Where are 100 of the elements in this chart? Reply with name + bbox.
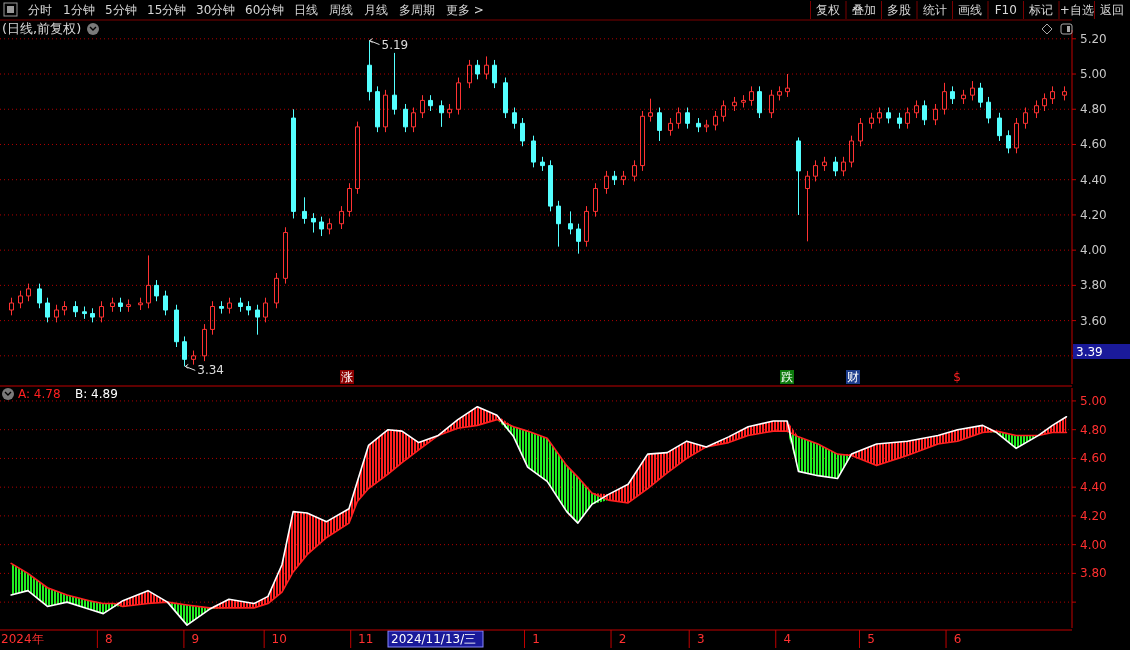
candlestick <box>612 170 617 186</box>
candlestick <box>90 307 95 323</box>
candlestick <box>997 112 1002 142</box>
candlestick <box>548 159 553 212</box>
candlestick <box>274 272 279 309</box>
candlestick <box>467 59 472 89</box>
candlestick <box>640 110 645 172</box>
text: 画线 <box>958 3 983 17</box>
candlestick <box>696 117 701 133</box>
candlestick <box>676 106 681 130</box>
candlestick <box>1006 129 1011 154</box>
x-tick-label: 6 <box>953 632 962 646</box>
candlestick <box>174 304 179 348</box>
y-tick-label: 3.80 <box>1080 566 1107 581</box>
text: 月线 <box>364 3 388 17</box>
candlestick <box>584 205 589 248</box>
candlestick <box>367 40 372 101</box>
candlestick <box>327 217 332 235</box>
candlestick <box>484 55 489 80</box>
candlestick <box>741 94 746 108</box>
candlestick <box>1023 106 1028 130</box>
candlestick <box>428 94 433 112</box>
candlestick <box>291 108 296 219</box>
text: 多股 <box>887 3 912 17</box>
candlestick <box>191 350 196 366</box>
candlestick <box>503 77 508 119</box>
candlestick <box>632 159 637 182</box>
candlestick <box>950 85 955 105</box>
text: B: 4.89 <box>75 387 118 401</box>
candlestick <box>73 300 78 318</box>
candlestick <box>263 297 268 323</box>
y-tick-label: 3.60 <box>1080 313 1107 328</box>
text: 返回 <box>1100 3 1125 17</box>
candlestick <box>420 94 425 119</box>
candlestick <box>970 80 975 101</box>
y-tick-label: 5.00 <box>1080 67 1107 82</box>
x-tick-label: 2 <box>618 632 627 646</box>
text: 15分钟 <box>147 3 187 17</box>
candlestick <box>1034 99 1039 119</box>
x-tick-label: 8 <box>105 632 113 646</box>
candlestick <box>18 290 23 309</box>
y-tick-label: 4.40 <box>1080 172 1107 187</box>
candlestick <box>347 182 352 218</box>
y-tick-label: 3.80 <box>1080 278 1107 293</box>
text: 叠加 <box>851 3 876 17</box>
candlestick <box>540 156 545 172</box>
candlestick <box>905 106 910 130</box>
candlestick <box>403 103 408 133</box>
candlestick <box>238 297 243 313</box>
x-tick-label: 4 <box>783 632 792 646</box>
candlestick <box>118 297 123 313</box>
candlestick <box>604 170 609 195</box>
candlestick <box>146 254 151 309</box>
candlestick <box>849 135 854 168</box>
candlestick <box>1062 85 1067 101</box>
candlestick <box>319 216 324 237</box>
text: 60分钟 <box>245 3 285 17</box>
text: 3.39 <box>1076 345 1103 359</box>
annotation: 5.19 <box>381 37 409 52</box>
y-tick-label: 4.80 <box>1080 102 1107 117</box>
text: F10 <box>994 3 1017 17</box>
candlestick <box>749 85 754 107</box>
candlestick <box>339 205 344 230</box>
candlestick <box>593 182 598 218</box>
x-tick-label: 1 <box>532 632 540 646</box>
candlestick <box>375 85 380 133</box>
x-tick-label: 2024年 <box>1 632 44 646</box>
x-tick-label: 5 <box>867 632 875 646</box>
candlestick <box>1014 117 1019 154</box>
annotation: $ <box>953 370 961 384</box>
candlestick <box>355 121 360 195</box>
candlestick <box>685 106 690 130</box>
x-tick-label: 3 <box>696 632 705 646</box>
candlestick <box>383 89 388 133</box>
candlestick <box>447 103 452 119</box>
candlestick <box>475 59 480 80</box>
candlestick <box>163 290 168 316</box>
y-tick-label: 4.00 <box>1080 243 1107 258</box>
candlestick <box>869 112 874 130</box>
chart-title: (日线,前复权) <box>2 21 82 36</box>
text: 标记 <box>1028 3 1054 17</box>
candlestick <box>411 106 416 133</box>
candlestick <box>942 82 947 116</box>
y-tick-label: 4.60 <box>1080 137 1107 152</box>
y-tick-label: 4.60 <box>1080 451 1107 466</box>
x-tick-label: 9 <box>191 632 200 646</box>
candlestick <box>302 196 307 225</box>
candlestick <box>392 52 397 116</box>
candlestick <box>45 297 50 323</box>
candlestick <box>311 212 316 234</box>
text: 复权 <box>816 3 841 17</box>
candlestick <box>833 156 838 177</box>
candlestick <box>62 300 67 316</box>
candlestick <box>9 297 14 316</box>
annotation: 跌 <box>781 370 793 384</box>
candlestick <box>246 300 251 316</box>
candlestick <box>219 300 224 315</box>
text: A: 4.78 <box>18 387 61 401</box>
y-tick-label: 5.00 <box>1080 393 1107 408</box>
candlestick <box>978 82 983 108</box>
